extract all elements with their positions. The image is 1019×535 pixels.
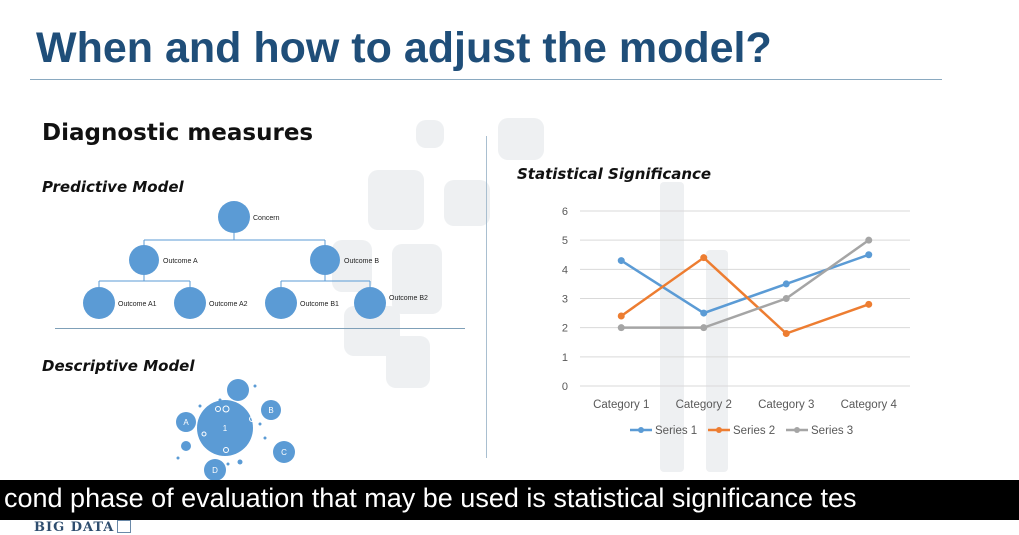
bubble-label-a: A xyxy=(183,418,189,427)
logo-text: BIG DATA xyxy=(34,520,115,535)
bubble-a xyxy=(176,412,196,432)
descriptive-model-label: Descriptive Model xyxy=(42,357,195,375)
tree-label-concern: Concern xyxy=(253,215,280,222)
data-point xyxy=(617,324,625,332)
descriptive-bubble-diagram: 1 A B C D xyxy=(176,379,295,481)
data-point xyxy=(865,236,873,244)
tree-node-concern xyxy=(218,201,250,233)
x-tick-label: Category 2 xyxy=(676,399,732,411)
title-underline xyxy=(30,79,942,80)
series-line xyxy=(620,253,870,315)
y-tick-label: 4 xyxy=(562,264,568,276)
y-tick-label: 6 xyxy=(562,206,568,218)
y-tick-label: 3 xyxy=(562,294,568,306)
data-point xyxy=(700,254,708,262)
watermark-block xyxy=(416,120,444,148)
tree-label-outcome-a1: Outcome A1 xyxy=(118,301,157,308)
watermark-block xyxy=(392,244,442,314)
bubble-d xyxy=(204,459,226,481)
slide-title: When and how to adjust the model? xyxy=(36,24,772,72)
predictive-tree-diagram: Concern Outcome A Outcome B Outcome A1 O… xyxy=(83,201,428,319)
legend-marker xyxy=(794,427,800,433)
caption-text: cond phase of evaluation that may be use… xyxy=(4,483,857,513)
bubble-b xyxy=(261,400,281,420)
legend-marker xyxy=(716,427,722,433)
watermark-block xyxy=(386,336,430,388)
y-tick-label: 0 xyxy=(562,381,568,393)
series-line xyxy=(620,256,870,335)
tree-label-outcome-a2: Outcome A2 xyxy=(209,301,248,308)
data-point xyxy=(782,280,790,288)
data-point xyxy=(782,295,790,302)
data-point xyxy=(782,330,790,337)
tree-node-outcome-a1 xyxy=(83,287,115,319)
bubble-c xyxy=(273,441,295,463)
data-point xyxy=(617,257,625,265)
legend-label: Series 1 xyxy=(655,425,697,437)
bubble-label-d: D xyxy=(212,466,218,475)
tree-label-outcome-a: Outcome A xyxy=(163,258,198,265)
tree-label-outcome-b2: Outcome B2 xyxy=(389,295,428,302)
tree-label-outcome-b: Outcome B xyxy=(344,258,379,265)
statistical-significance-label: Statistical Significance xyxy=(517,165,712,183)
vertical-divider xyxy=(486,136,487,458)
data-point xyxy=(865,251,873,259)
tree-node-outcome-b xyxy=(310,245,340,275)
bubble-label-c: C xyxy=(281,448,287,457)
watermark-block xyxy=(444,180,490,226)
series-line xyxy=(621,239,870,329)
bubble-small xyxy=(181,441,191,451)
caption-bar: cond phase of evaluation that may be use… xyxy=(0,480,1019,520)
tree-node-outcome-a xyxy=(129,245,159,275)
significance-line-chart: 0 1 2 3 4 5 6 Category 1 Category 2 Category 3 Cat… xyxy=(562,206,910,437)
x-tick-label: Category 3 xyxy=(758,399,814,411)
watermark-block xyxy=(498,118,544,160)
bubble-main xyxy=(197,400,253,456)
predictive-model-label: Predictive Model xyxy=(42,178,184,196)
data-point xyxy=(700,309,708,317)
y-tick-label: 5 xyxy=(562,235,568,247)
big-data-logo: BIG DATA xyxy=(34,520,132,535)
legend-label: Series 2 xyxy=(733,425,775,437)
bubble-label-center: 1 xyxy=(223,424,228,433)
watermark-block xyxy=(368,170,424,230)
legend-label: Series 3 xyxy=(811,425,853,437)
data-point xyxy=(700,324,708,332)
diagnostic-heading: Diagnostic measures xyxy=(42,120,314,146)
tree-node-outcome-a2 xyxy=(174,287,206,319)
x-tick-label: Category 4 xyxy=(841,399,898,411)
tree-node-outcome-b1 xyxy=(265,287,297,319)
logo-icon xyxy=(117,520,132,533)
bubble-top xyxy=(227,379,249,401)
horizontal-divider xyxy=(55,328,465,329)
data-point xyxy=(865,300,873,308)
legend-marker xyxy=(638,427,644,433)
tree-label-outcome-b1: Outcome B1 xyxy=(300,301,339,308)
y-tick-label: 1 xyxy=(562,352,568,364)
tree-node-outcome-b2 xyxy=(354,287,386,319)
y-tick-label: 2 xyxy=(562,323,568,335)
data-point xyxy=(617,312,625,320)
bubble-label-b: B xyxy=(268,406,273,415)
x-tick-label: Category 1 xyxy=(593,399,649,411)
